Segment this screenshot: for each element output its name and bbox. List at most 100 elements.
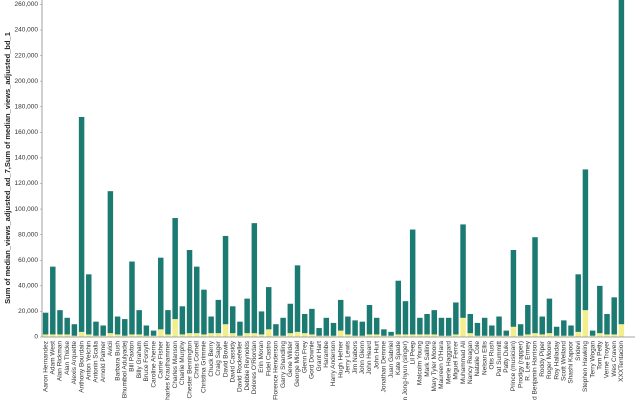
x-tick-label: Debbie Reynolds [244, 340, 251, 390]
x-tick-label: Alan Rickman [57, 341, 64, 381]
bar-segment [301, 333, 308, 337]
x-tick-label: Anthony Bourdain [78, 341, 85, 393]
bar-segment [122, 319, 128, 336]
bar-segment [337, 299, 344, 331]
x-tick-label: Muhammad Ali [460, 341, 467, 384]
bar-segment [251, 223, 258, 334]
bar-segment [568, 335, 574, 337]
bar-segment [417, 334, 423, 337]
bar-segment [409, 334, 416, 337]
bar-segment [575, 274, 581, 332]
bar-segment [568, 325, 574, 336]
y-tick-label: 80,000 [18, 231, 38, 238]
x-tick-label: John Glenn [359, 341, 366, 375]
bar-segment [345, 334, 351, 337]
x-tick-label: Pat Summitt [496, 341, 503, 377]
x-tick-label: Nancy Reagan [467, 341, 474, 384]
x-tick-label: Merle Haggard [445, 341, 452, 384]
y-tick-label: 0 [34, 334, 38, 341]
x-tick-label: Tom Petty [597, 340, 604, 370]
bar-segment [481, 317, 488, 336]
x-tick-label: Chester Bennington [186, 341, 193, 399]
x-tick-label: Carrie Fisher [157, 340, 164, 378]
bar-segment [93, 321, 99, 336]
bar-segment [114, 334, 121, 337]
bar-segment [474, 322, 481, 336]
bar-segment [517, 324, 524, 336]
bar-segment [265, 287, 272, 330]
bar-segment [194, 333, 200, 337]
x-tick-label: Mark Salling [424, 341, 431, 377]
bar-segment [539, 334, 545, 337]
bar-segment [64, 317, 70, 335]
bar-segment [409, 229, 416, 335]
x-tick-label: Nelsan Ellis [481, 340, 488, 375]
x-tick-label: Anton Yelchin [86, 341, 93, 381]
bar-segment [510, 250, 517, 327]
x-tick-label: Shashi Kapoor [568, 340, 575, 383]
bar-segment [460, 224, 466, 318]
bar-segment [179, 306, 186, 335]
bar-segment [496, 316, 502, 336]
bar-segment [525, 334, 531, 337]
x-tick-label: Mary Tyler Moore [431, 341, 438, 392]
x-tick-label: Roger Moore [546, 341, 553, 379]
bar-segment [50, 334, 56, 337]
bar-segment [424, 313, 430, 335]
x-tick-label: Roddy Piper [539, 340, 546, 377]
bar-segment [388, 335, 394, 337]
x-tick-label: Chuck Berry [208, 340, 215, 377]
x-tick-label: John Hurt [373, 341, 380, 369]
bar-segment [122, 335, 128, 337]
x-tick-label: Barbara Bush [114, 341, 121, 381]
bar-segment [395, 334, 402, 337]
bar-segment [309, 334, 315, 337]
bar-segment [561, 320, 567, 336]
x-tick-label: R. Lee Ermey [525, 340, 532, 380]
y-tick-label: 40,000 [18, 283, 38, 290]
bar-segment [158, 329, 164, 337]
bar-segment [280, 317, 286, 336]
bar-segment [57, 334, 63, 337]
bar-segment [150, 335, 157, 337]
bar-segment [201, 334, 207, 337]
x-tick-label: Dolores O'Riordan [251, 341, 258, 395]
bar-segment [359, 335, 366, 337]
bar-segment [107, 333, 114, 337]
bar-segment [273, 335, 279, 337]
bar-segment [438, 317, 445, 336]
bar-segment [179, 334, 186, 337]
x-tick-label: Scott Weiland [561, 341, 568, 381]
y-tick-label: 220,000 [15, 52, 39, 59]
bar-segment [265, 329, 272, 337]
bar-segment [237, 321, 243, 336]
bar-segment [172, 319, 178, 337]
bar-segment [431, 334, 438, 337]
bar-segment [373, 317, 380, 335]
bar-segment [136, 334, 142, 337]
bar-segment [158, 257, 164, 330]
x-tick-label: Richard Benjamin Harrison [532, 341, 539, 400]
bar-segment [546, 333, 553, 337]
bar-segment [215, 333, 222, 337]
x-tick-label: Antonin Scalia [93, 341, 100, 383]
x-tick-label: Terry Wogan [589, 341, 596, 378]
x-tick-label: Harry Anderson [330, 341, 337, 387]
bar-segment [42, 334, 49, 337]
x-tick-label: Miguel Ferrer [453, 340, 460, 379]
bar-segment [287, 333, 294, 337]
bar-segment [86, 334, 92, 337]
bar-segment [107, 191, 114, 334]
bar-segment [395, 280, 402, 335]
bar-segment [546, 298, 553, 334]
bar-segment [460, 317, 466, 337]
bar-segment [229, 333, 236, 337]
bar-segment [453, 334, 459, 337]
x-tick-label: Alexis Arquette [71, 341, 78, 385]
bar-segment [402, 334, 409, 337]
bar-segment [114, 316, 121, 335]
bar-segment [194, 266, 200, 334]
x-tick-label: Stephen Hawking [582, 341, 589, 392]
bar-segment [64, 334, 70, 337]
